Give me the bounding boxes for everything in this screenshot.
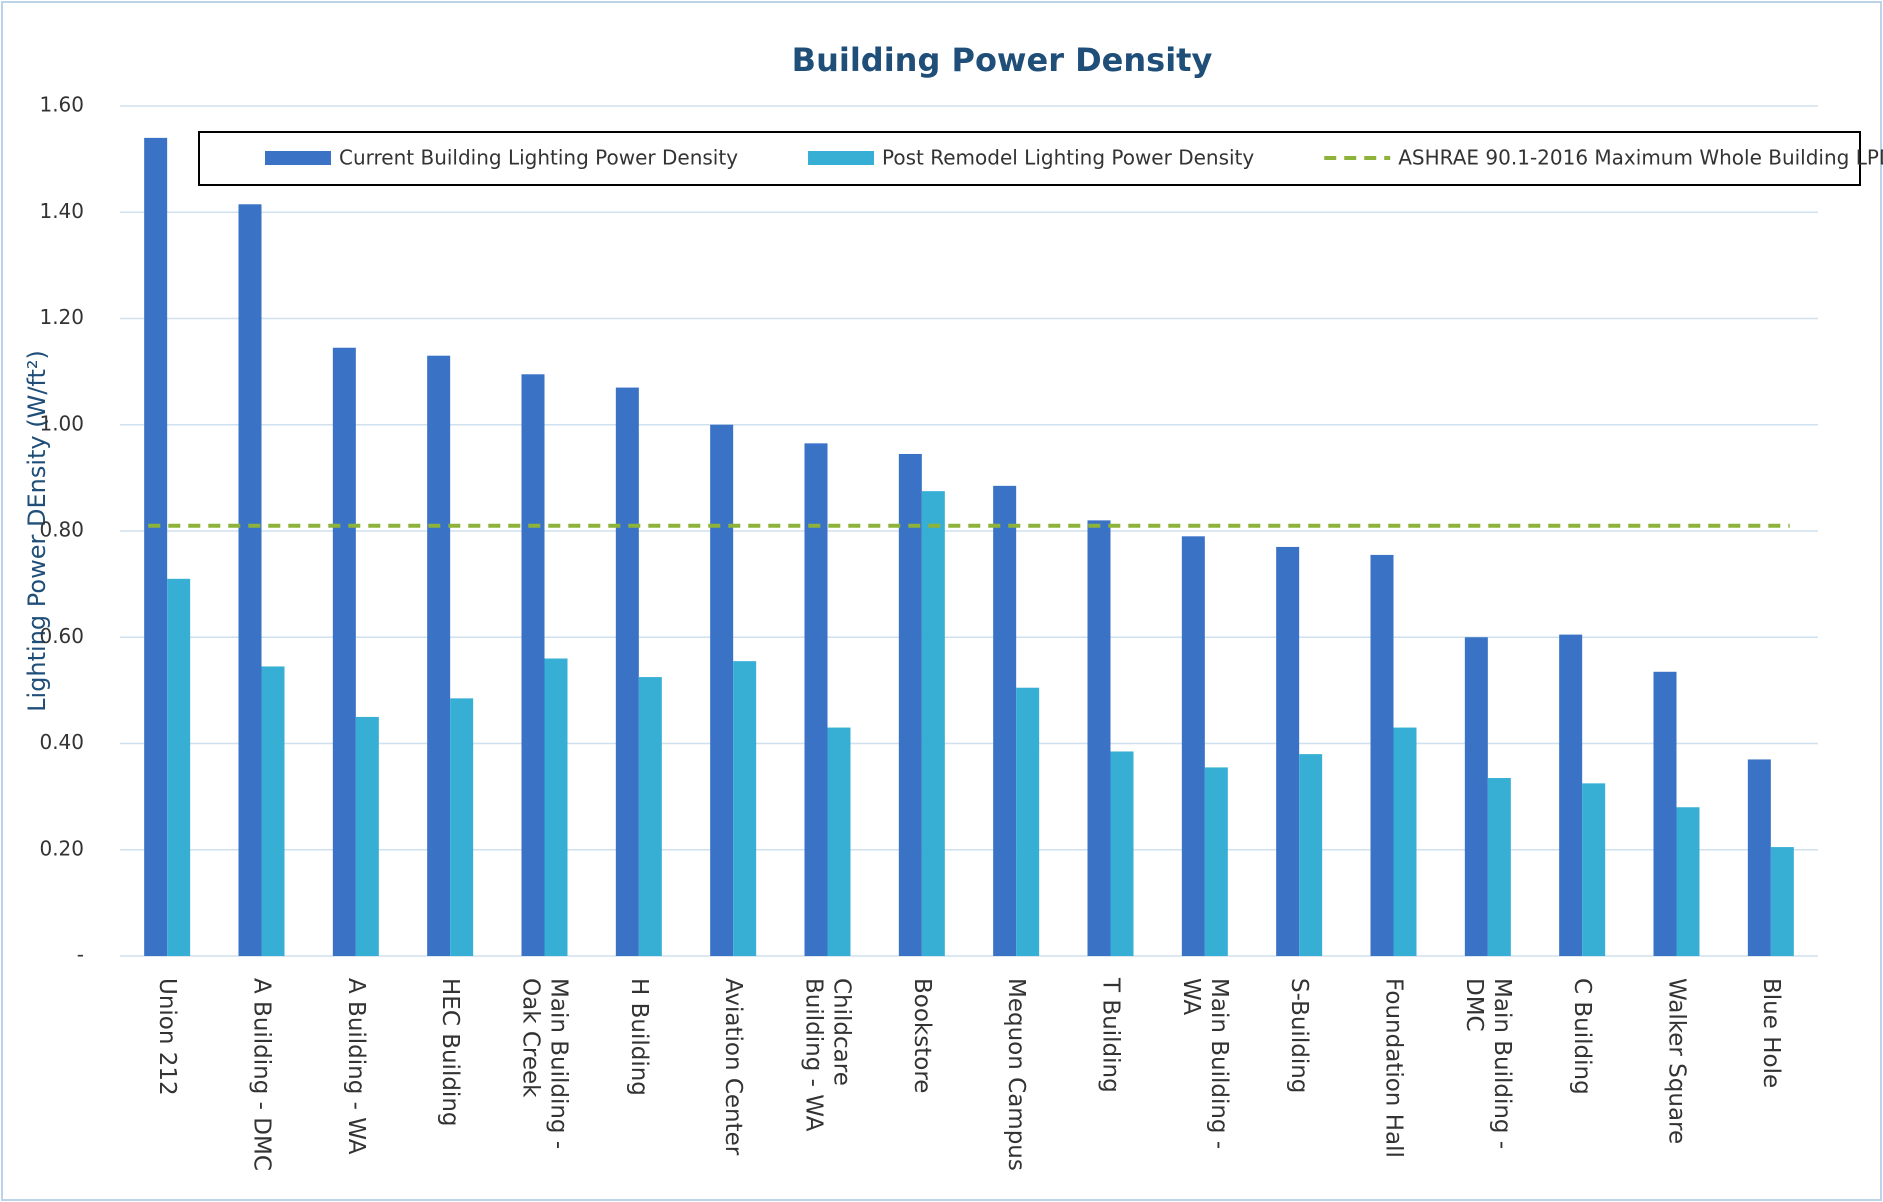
bar <box>1770 847 1794 956</box>
x-tick-label: A Building - DMC <box>249 978 275 1171</box>
legend-label: Current Building Lighting Power Density <box>339 146 738 170</box>
bar <box>921 491 945 956</box>
bar <box>1087 520 1111 956</box>
x-tick-label: Main Building -DMC <box>1461 978 1515 1149</box>
bar <box>427 355 451 956</box>
chart-title: Building Power Density <box>792 41 1213 79</box>
bar <box>1110 751 1134 956</box>
bar <box>144 137 168 956</box>
bar <box>710 424 734 956</box>
bar <box>1181 536 1205 956</box>
bar <box>521 374 545 956</box>
x-tick-label: Walker Square <box>1664 978 1690 1144</box>
x-tick-label: HEC Building <box>438 978 464 1127</box>
x-tick-label: Aviation Center <box>721 978 747 1156</box>
bar <box>238 204 262 956</box>
y-tick-label: 1.20 <box>39 305 84 329</box>
bar <box>898 453 922 956</box>
x-tick-label: Main Building -Oak Creek <box>518 978 572 1149</box>
legend: Current Building Lighting Power Density P… <box>198 131 1883 186</box>
y-tick-label: 0.60 <box>39 624 84 648</box>
bar <box>167 578 191 956</box>
bar <box>1393 727 1417 956</box>
x-tick-label: Bookstore <box>909 978 935 1093</box>
bar <box>804 443 828 956</box>
x-tick-label: C Building <box>1570 978 1596 1095</box>
bar <box>1747 759 1771 956</box>
bar <box>544 658 568 956</box>
legend-swatch <box>808 151 875 165</box>
bar <box>332 347 356 956</box>
bar <box>1582 783 1606 956</box>
y-tick-label: 1.00 <box>39 411 84 435</box>
bar <box>1204 767 1228 956</box>
x-tick-label: Union 212 <box>155 978 181 1096</box>
bar <box>355 716 379 956</box>
x-tick-label: Main Building -WA <box>1178 978 1232 1149</box>
bar <box>1559 634 1583 956</box>
legend-label: Post Remodel Lighting Power Density <box>882 146 1254 170</box>
bar <box>1653 671 1677 956</box>
bar <box>1370 554 1394 956</box>
bar <box>1299 754 1323 956</box>
bar <box>993 485 1017 956</box>
bar <box>1676 807 1700 956</box>
bar <box>733 661 757 956</box>
bar <box>615 387 639 956</box>
x-tick-label: S-Building <box>1287 978 1313 1093</box>
y-tick-label: 1.40 <box>39 199 84 223</box>
x-tick-label: ChildcareBuilding - WA <box>801 978 855 1132</box>
x-tick-label: Blue Hole <box>1758 978 1784 1088</box>
y-tick-label: 1.60 <box>39 93 84 117</box>
bar <box>450 698 474 956</box>
bar <box>1464 637 1488 956</box>
bar <box>1487 778 1511 956</box>
bar <box>261 666 285 956</box>
y-axis-label: Lighting Power DEnsity (W/ft²) <box>23 350 51 712</box>
bar <box>827 727 851 956</box>
bar <box>1276 546 1300 956</box>
x-tick-label: H Building <box>626 978 652 1096</box>
x-tick-label: Mequon Campus <box>1004 978 1030 1171</box>
x-tick-label: Foundation Hall <box>1381 978 1407 1158</box>
legend-box <box>198 131 1861 186</box>
y-tick-label: 0.20 <box>39 836 84 860</box>
x-tick-label: A Building - WA <box>343 978 369 1155</box>
bar <box>638 677 662 956</box>
y-tick-label: 0.80 <box>39 518 84 542</box>
legend-swatch <box>265 151 331 165</box>
y-tick-label: - <box>77 943 84 967</box>
x-tick-label: T Building <box>1098 977 1124 1093</box>
legend-label: ASHRAE 90.1-2016 Maximum Whole Building … <box>1398 146 1883 170</box>
y-tick-label: 0.40 <box>39 730 84 754</box>
bar <box>1016 687 1040 956</box>
